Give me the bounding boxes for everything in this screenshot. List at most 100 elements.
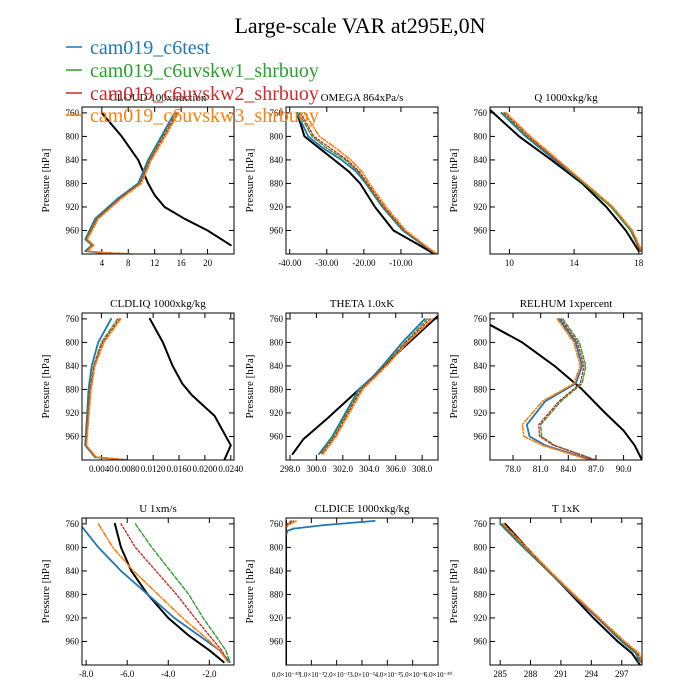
series-line-c6test xyxy=(286,520,376,537)
legend-label: cam019_c6uvskw3_shrbuoy xyxy=(90,105,319,127)
x-tick-label: 3.0×10⁻³ xyxy=(349,671,375,679)
y-tick-label: 880 xyxy=(66,178,80,188)
y-tick-label: 800 xyxy=(270,542,284,552)
y-tick-label: 880 xyxy=(66,384,80,394)
series-line-reference xyxy=(113,522,225,664)
x-tick-label: 78.0 xyxy=(505,464,521,474)
series-line-uvskw2 xyxy=(503,112,642,252)
y-axis-label: Pressure [hPa] xyxy=(448,560,460,624)
y-tick-label: 800 xyxy=(474,131,488,141)
chart-panel: OMEGA 864xPa/s Pressure [hPa] 760 800 840 880… xyxy=(244,92,439,268)
y-tick-label: 760 xyxy=(66,314,80,324)
x-tick-label: 81.0 xyxy=(533,464,549,474)
y-tick-label: 800 xyxy=(270,131,284,141)
y-tick-label: 920 xyxy=(66,613,80,623)
x-tick-label: 14 xyxy=(570,258,580,268)
y-tick-label: 840 xyxy=(270,155,284,165)
y-tick-label: 840 xyxy=(66,361,80,371)
y-tick-label: 960 xyxy=(474,636,488,646)
plot-frame xyxy=(285,517,439,666)
y-tick-label: 920 xyxy=(474,202,488,212)
legend-item: cam019_c6test xyxy=(66,37,210,59)
series-line-uvskw2 xyxy=(300,112,438,254)
series-line-reference xyxy=(296,111,436,254)
x-tick-label: 84.0 xyxy=(560,464,576,474)
x-tick-label: 300.0 xyxy=(306,464,327,474)
series-line-uvskw1 xyxy=(134,523,231,663)
series-line-uvskw3 xyxy=(521,318,591,460)
y-tick-label: 920 xyxy=(66,202,80,212)
x-tick-label: 0.0×10⁻³⁰ xyxy=(272,671,300,679)
legend: cam019_c6test cam019_c6uvskw1_shrbuoy ca… xyxy=(66,37,319,127)
y-tick-label: 960 xyxy=(474,225,488,235)
y-tick-label: 880 xyxy=(474,589,488,599)
x-tick-label: 0.0120 xyxy=(141,464,166,474)
panel-title: OMEGA 864xPa/s xyxy=(321,92,404,104)
chart-panel: U 1xm/s Pressure [hPa] 760 800 840 880 920 960 -… xyxy=(40,503,235,679)
series-line-uvskw3 xyxy=(85,318,129,460)
x-tick-label: 304.0 xyxy=(359,464,380,474)
series-group xyxy=(84,317,232,460)
x-tick-label: 18 xyxy=(634,258,644,268)
y-axis-label: Pressure [hPa] xyxy=(40,355,52,419)
y-tick-label: 800 xyxy=(474,337,488,347)
chart-panel: Q 1000xkg/kg Pressure [hPa] 760 800 840 880 92… xyxy=(448,92,644,268)
y-tick-label: 800 xyxy=(270,337,284,347)
legend-item: cam019_c6uvskw3_shrbuoy xyxy=(66,105,319,127)
y-tick-label: 800 xyxy=(66,542,80,552)
series-line-c6test xyxy=(525,317,593,460)
x-tick-label: -20.00 xyxy=(352,258,376,268)
y-tick-label: 880 xyxy=(270,589,284,599)
series-group xyxy=(490,108,642,253)
series-line-uvskw3 xyxy=(303,112,438,254)
chart-panel: RELHUM 1xpercent Pressure [hPa] 760 800 840 8… xyxy=(448,298,643,474)
series-group xyxy=(82,522,231,664)
plot-frame xyxy=(489,106,643,255)
y-tick-label: 920 xyxy=(270,202,284,212)
x-tick-label: 4 xyxy=(100,258,105,268)
series-line-uvskw3 xyxy=(86,112,180,254)
x-tick-label: 0.0040 xyxy=(89,464,114,474)
plot-frame xyxy=(81,312,235,461)
x-tick-label: 288 xyxy=(524,669,538,679)
y-tick-label: 760 xyxy=(474,519,488,529)
y-tick-label: 800 xyxy=(66,131,80,141)
series-line-uvskw2 xyxy=(538,318,596,460)
chart-panel: T 1xK Pressure [hPa] 760 800 840 880 920 960 285… xyxy=(448,503,643,679)
series-line-uvskw3 xyxy=(505,112,642,252)
y-tick-label: 920 xyxy=(270,613,284,623)
series-group xyxy=(286,519,376,665)
y-tick-label: 760 xyxy=(270,519,284,529)
series-line-uvskw3 xyxy=(286,520,297,530)
plot-frame xyxy=(285,312,439,461)
x-tick-label: 297 xyxy=(615,669,629,679)
y-tick-label: 880 xyxy=(474,178,488,188)
x-tick-label: 294 xyxy=(585,669,599,679)
y-tick-label: 760 xyxy=(270,108,284,118)
y-axis-label: Pressure [hPa] xyxy=(448,149,460,213)
y-tick-label: 960 xyxy=(270,225,284,235)
x-tick-label: 90.0 xyxy=(616,464,632,474)
panel-title: RELHUM 1xpercent xyxy=(520,298,613,310)
x-tick-label: 20 xyxy=(203,258,213,268)
figure-title: Large-scale VAR at295E,0N xyxy=(234,13,485,38)
y-axis-label: Pressure [hPa] xyxy=(244,149,256,213)
y-axis-label: Pressure [hPa] xyxy=(244,355,256,419)
y-tick-label: 880 xyxy=(270,384,284,394)
x-tick-label: 16 xyxy=(177,258,187,268)
y-tick-label: 840 xyxy=(474,361,488,371)
y-tick-label: 920 xyxy=(270,408,284,418)
y-tick-label: 840 xyxy=(270,361,284,371)
legend-label: cam019_c6uvskw2_shrbuoy xyxy=(90,83,319,105)
x-tick-label: 87.0 xyxy=(588,464,604,474)
series-line-uvskw1 xyxy=(540,318,597,460)
series-group xyxy=(296,111,438,254)
series-group xyxy=(499,522,642,665)
y-tick-label: 960 xyxy=(474,431,488,441)
x-tick-label: -40.00 xyxy=(278,258,302,268)
y-tick-label: 760 xyxy=(270,314,284,324)
y-tick-label: 880 xyxy=(474,384,488,394)
series-line-reference xyxy=(148,317,232,460)
legend-item: cam019_c6uvskw2_shrbuoy xyxy=(66,83,319,105)
